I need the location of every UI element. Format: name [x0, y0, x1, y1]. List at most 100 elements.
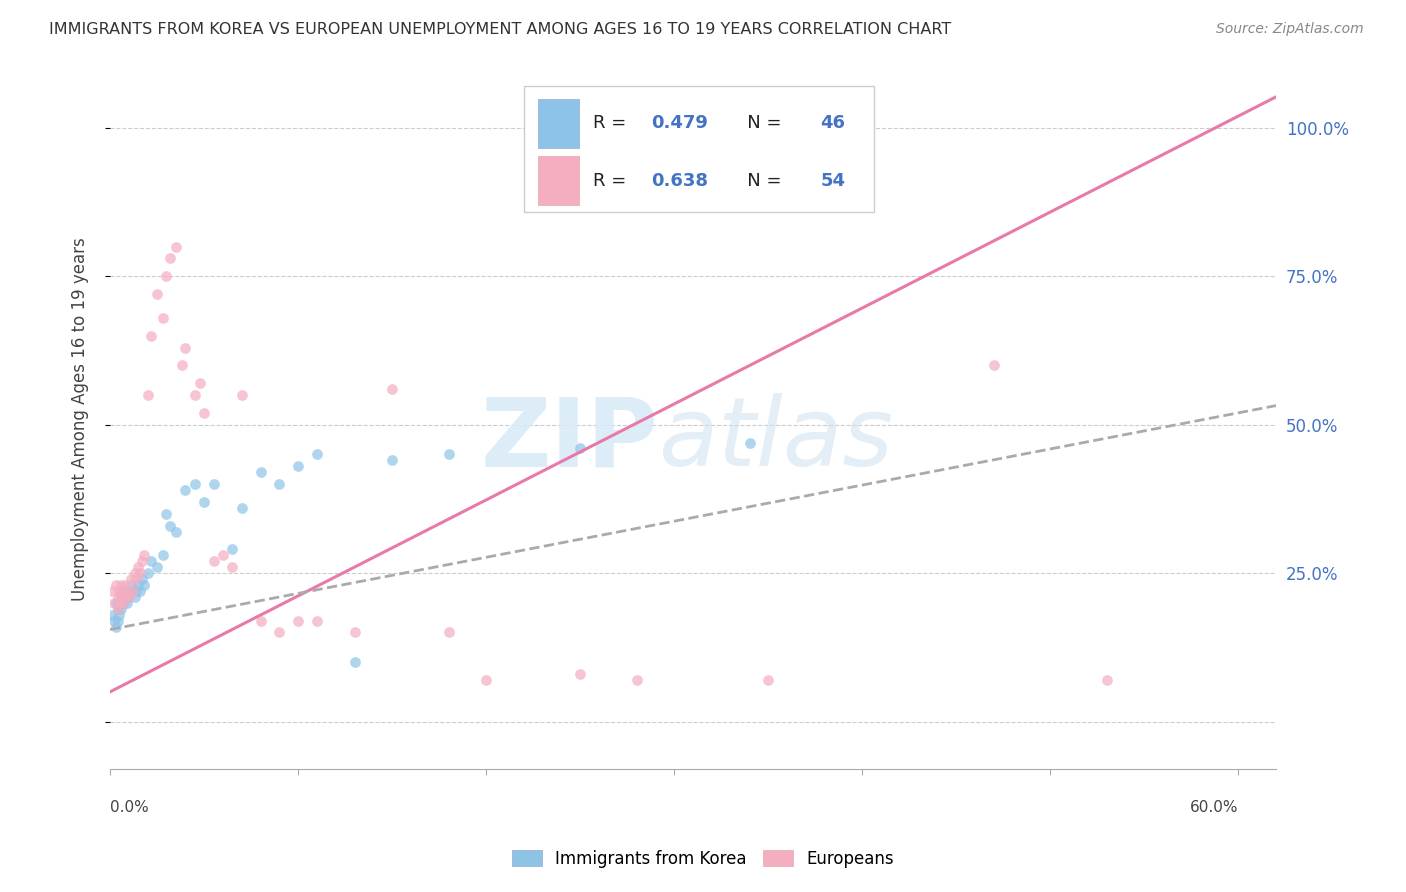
Point: [104, 619, 127, 633]
Point: [124, 590, 146, 604]
Point: [202, 477, 225, 491]
Point: [110, 578, 132, 592]
Point: [983, 359, 1005, 373]
Point: [193, 495, 215, 509]
Point: [131, 572, 153, 586]
Point: [124, 566, 146, 580]
Text: 0.0%: 0.0%: [110, 799, 149, 814]
Text: 46: 46: [820, 114, 845, 132]
Legend: Immigrants from Korea, Europeans: Immigrants from Korea, Europeans: [505, 844, 901, 875]
Point: [569, 667, 592, 681]
Point: [188, 376, 211, 391]
Point: [569, 442, 592, 456]
Point: [101, 607, 124, 622]
FancyBboxPatch shape: [538, 156, 579, 205]
Point: [269, 625, 291, 640]
Point: [174, 341, 197, 355]
Point: [120, 578, 142, 592]
Point: [136, 566, 159, 580]
Point: [132, 578, 155, 592]
Point: [305, 447, 328, 461]
Y-axis label: Unemployment Among Ages 16 to 19 years: Unemployment Among Ages 16 to 19 years: [72, 237, 89, 600]
Point: [107, 601, 129, 615]
Point: [231, 500, 253, 515]
Point: [112, 583, 135, 598]
Point: [682, 120, 704, 135]
Point: [165, 524, 187, 539]
Point: [183, 388, 205, 402]
Point: [249, 614, 271, 628]
Point: [118, 590, 141, 604]
Point: [120, 572, 142, 586]
Point: [129, 583, 152, 598]
Point: [115, 596, 138, 610]
Point: [183, 477, 205, 491]
Point: [193, 406, 215, 420]
Point: [141, 328, 163, 343]
Point: [437, 625, 460, 640]
Point: [155, 507, 177, 521]
Point: [136, 388, 159, 402]
Point: [114, 590, 136, 604]
Point: [108, 583, 131, 598]
Point: [152, 549, 174, 563]
Point: [287, 459, 309, 474]
Point: [159, 518, 181, 533]
Point: [851, 120, 873, 135]
Point: [110, 590, 132, 604]
Point: [107, 590, 129, 604]
FancyBboxPatch shape: [524, 86, 873, 212]
Point: [738, 435, 761, 450]
Point: [249, 465, 271, 479]
Point: [108, 596, 131, 610]
Point: [381, 382, 404, 396]
Point: [437, 447, 460, 461]
Point: [107, 601, 129, 615]
Text: R =: R =: [593, 172, 631, 190]
Text: Source: ZipAtlas.com: Source: ZipAtlas.com: [1216, 22, 1364, 37]
Point: [159, 252, 181, 266]
Point: [626, 673, 648, 687]
Text: 0.479: 0.479: [651, 114, 709, 132]
Point: [475, 673, 498, 687]
Point: [110, 601, 132, 615]
Point: [269, 477, 291, 491]
Text: 0.638: 0.638: [651, 172, 709, 190]
Point: [121, 583, 143, 598]
Text: N =: N =: [730, 114, 787, 132]
Point: [107, 614, 129, 628]
Point: [104, 578, 127, 592]
Point: [121, 583, 143, 598]
Point: [127, 578, 149, 592]
Text: 60.0%: 60.0%: [1189, 799, 1239, 814]
Text: IMMIGRANTS FROM KOREA VS EUROPEAN UNEMPLOYMENT AMONG AGES 16 TO 19 YEARS CORRELA: IMMIGRANTS FROM KOREA VS EUROPEAN UNEMPL…: [49, 22, 952, 37]
Point: [221, 560, 243, 574]
Point: [305, 614, 328, 628]
Point: [287, 614, 309, 628]
Point: [165, 239, 187, 253]
Point: [118, 583, 141, 598]
Point: [146, 560, 169, 574]
Text: N =: N =: [730, 172, 787, 190]
Point: [112, 596, 135, 610]
Point: [114, 578, 136, 592]
Text: ZIP: ZIP: [481, 393, 658, 486]
Point: [231, 388, 253, 402]
Point: [131, 554, 153, 568]
Point: [114, 590, 136, 604]
Point: [343, 655, 366, 669]
Point: [221, 542, 243, 557]
Point: [127, 560, 149, 574]
FancyBboxPatch shape: [538, 99, 579, 148]
Point: [174, 483, 197, 497]
Point: [155, 269, 177, 284]
Point: [132, 549, 155, 563]
Point: [104, 596, 127, 610]
Point: [170, 359, 193, 373]
Point: [212, 549, 235, 563]
Point: [343, 625, 366, 640]
Point: [103, 614, 125, 628]
Point: [756, 673, 779, 687]
Point: [125, 572, 148, 586]
Point: [152, 310, 174, 325]
